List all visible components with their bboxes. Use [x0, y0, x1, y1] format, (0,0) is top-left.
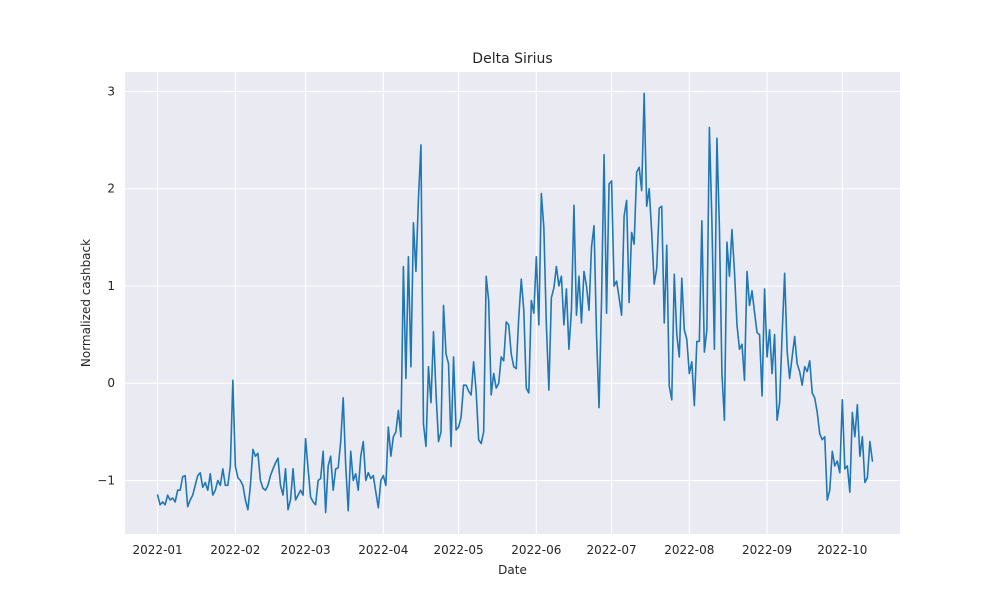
x-tick-label: 2022-03 [281, 543, 331, 557]
x-tick-label: 2022-08 [664, 543, 714, 557]
y-axis-label: Normalized cashback [79, 239, 93, 367]
x-tick-label: 2022-10 [817, 543, 867, 557]
y-tick-label: −1 [97, 474, 115, 488]
y-tick-label: 3 [107, 84, 115, 98]
x-tick-label: 2022-07 [586, 543, 636, 557]
y-axis-ticks: −1 0 1 2 3 [97, 84, 115, 487]
x-tick-label: 2022-09 [742, 543, 792, 557]
y-tick-label: 0 [107, 376, 115, 390]
y-tick-label: 2 [107, 182, 115, 196]
series-line [156, 92, 874, 514]
x-tick-label: 2022-04 [358, 543, 408, 557]
plot-area [125, 72, 900, 534]
x-axis-ticks: 2022-01 2022-02 2022-03 2022-04 2022-05 2022-… [133, 543, 868, 557]
grid [125, 72, 900, 534]
x-tick-label: 2022-05 [434, 543, 484, 557]
chart-title: Delta Sirius [472, 51, 552, 67]
series-layer [156, 92, 874, 514]
x-tick-label: 2022-06 [511, 543, 561, 557]
x-tick-label: 2022-02 [210, 543, 260, 557]
y-tick-label: 1 [107, 279, 115, 293]
x-tick-label: 2022-01 [133, 543, 183, 557]
x-axis-label: Date [498, 563, 527, 577]
